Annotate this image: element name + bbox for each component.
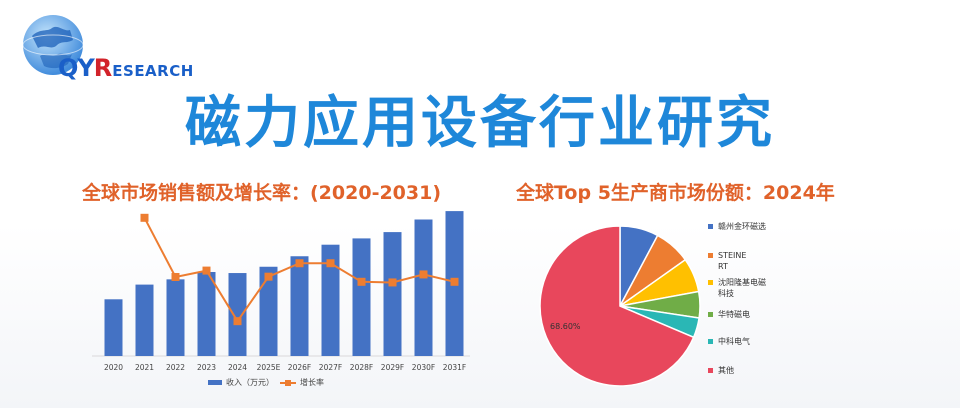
legend-swatch: [708, 368, 713, 373]
legend-label: 中科电气: [718, 336, 750, 346]
logo-qy: QY: [58, 54, 95, 82]
x-tick-label: 2030F: [412, 363, 435, 372]
x-tick-label: 2021: [135, 363, 154, 372]
legend-swatch: [708, 339, 713, 344]
legend-swatch: [708, 253, 713, 258]
logo-r: R: [93, 54, 113, 82]
legend-label-revenue: 收入（万元）: [226, 377, 274, 387]
growth-point: [357, 277, 366, 286]
pie-chart-title: 全球Top 5生产商市场份额：2024年: [516, 182, 835, 204]
logo-esearch: ESEARCH: [112, 62, 194, 80]
legend-label: 沈阳隆基电磁科技: [718, 277, 766, 298]
page-title: 磁力应用设备行业研究: [185, 91, 775, 156]
x-tick-label: 2031F: [443, 363, 466, 372]
legend-label: 其他: [718, 365, 734, 375]
sales-growth-chart: 2020 2021 2022 2023 2024 2025E 2026F 2027F 2028F…: [92, 211, 470, 387]
revenue-bar: [104, 299, 123, 356]
legend-label: 华特磁电: [718, 309, 750, 319]
legend-swatch-revenue: [208, 380, 222, 385]
logo-wordmark: QYRESEARCH: [58, 54, 194, 82]
x-tick-label: 2025E: [257, 363, 281, 372]
revenue-bar: [259, 266, 278, 356]
revenue-bar: [321, 244, 340, 356]
pie-data-label: 68.60%: [550, 322, 581, 331]
growth-point: [295, 259, 304, 268]
growth-point: [419, 270, 428, 279]
growth-point: [171, 273, 180, 281]
legend-swatch: [708, 224, 713, 229]
growth-point: [450, 277, 459, 286]
revenue-bar: [383, 232, 402, 356]
x-tick-label: 2028F: [350, 363, 373, 372]
legend-swatch: [708, 312, 713, 317]
growth-point: [388, 278, 397, 287]
revenue-bar: [166, 279, 185, 356]
bar-chart-title: 全球市场销售额及增长率：(2020-2031): [82, 182, 442, 204]
growth-point: [326, 259, 335, 268]
x-tick-label: 2027F: [319, 363, 342, 372]
revenue-bar: [290, 256, 309, 356]
globe-icon: [22, 15, 84, 75]
x-tick-label: 2024: [228, 363, 247, 372]
pie-slice: [539, 225, 695, 387]
x-tick-label: 2026F: [288, 363, 311, 372]
legend-label: 赣州金环磁选: [718, 221, 766, 231]
legend-label-growth: 增长率: [300, 377, 324, 387]
revenue-bar: [197, 272, 216, 356]
revenue-bar: [414, 219, 433, 356]
growth-point: [202, 266, 211, 275]
growth-point: [233, 317, 242, 326]
revenue-bar: [135, 284, 154, 356]
revenue-bar: [228, 273, 247, 356]
x-tick-label: 2022: [166, 363, 185, 372]
revenue-bar: [352, 238, 371, 356]
x-tick-label: 2023: [197, 363, 216, 372]
x-tick-label: 2020: [104, 363, 123, 372]
legend-label: STEINE RT: [718, 251, 746, 271]
legend-swatch: [708, 280, 713, 285]
qyresearch-logo: QYRESEARCH: [18, 10, 193, 82]
x-tick-label: 2029F: [381, 363, 404, 372]
legend-marker-growth: [285, 380, 291, 386]
growth-point: [264, 272, 273, 281]
growth-point: [140, 213, 149, 222]
